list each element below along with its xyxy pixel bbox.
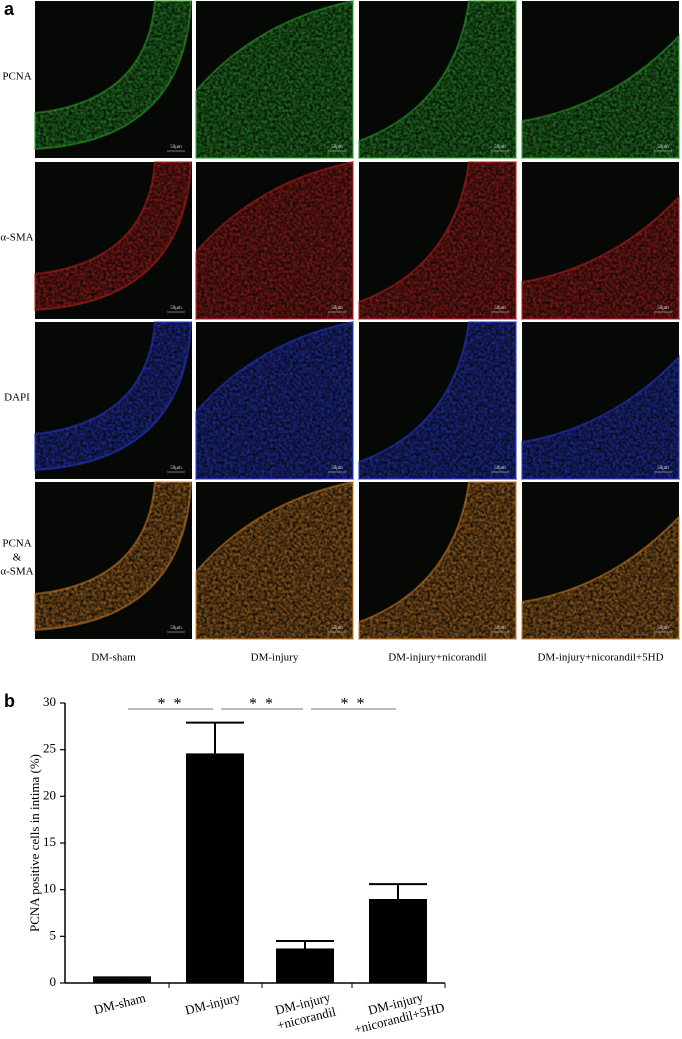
x-tick-label: DM-sham xyxy=(92,990,147,1017)
image-grid: PCNA 50μm 50μm 50μm 50μm α-SMA 50μm 50μm 50μm 50μ… xyxy=(0,0,680,664)
scale-bar-label: 50μm xyxy=(331,626,343,631)
scale-bar-label: 50μm xyxy=(170,466,182,471)
scale-bar-label: 50μm xyxy=(494,626,506,631)
micrograph: 50μm xyxy=(195,160,354,320)
row-label: PCNA xyxy=(2,71,31,83)
micrograph: 50μm xyxy=(521,1,680,159)
micrograph: 50μm xyxy=(358,161,517,320)
micrograph: 50μm xyxy=(195,480,354,640)
x-tick-label: DM-injury xyxy=(183,989,242,1017)
significance-label: * * xyxy=(341,696,367,713)
x-tick-label-group: DM-sham xyxy=(92,990,147,1017)
micrograph: 50μm xyxy=(521,322,680,480)
scale-bar-label: 50μm xyxy=(494,306,506,311)
bar xyxy=(93,978,151,983)
scale-bar-label: 50μm xyxy=(331,306,343,311)
scale-bar-label: 50μm xyxy=(170,626,182,631)
panel-label: b xyxy=(4,691,15,711)
scale-bar-label: 50μm xyxy=(657,626,669,631)
significance-label: * * xyxy=(158,696,184,713)
row-label: & xyxy=(13,552,22,564)
x-tick-label-group: DM-injury xyxy=(183,989,242,1017)
scale-bar-label: 50μm xyxy=(494,466,506,471)
micrograph: 50μm xyxy=(195,320,354,480)
bar xyxy=(369,899,427,983)
x-tick-label-group: DM-injury+nicorandil xyxy=(272,989,338,1033)
scale-bar-label: 50μm xyxy=(331,145,343,150)
bar xyxy=(276,948,334,983)
micrograph: 50μm xyxy=(34,161,193,319)
column-label: DM-injury+nicorandil+5HD xyxy=(537,652,663,664)
error-bar xyxy=(369,883,427,899)
row-label: α-SMA xyxy=(0,232,33,244)
y-tick-label: 0 xyxy=(50,974,57,989)
micrograph: 50μm xyxy=(521,482,680,640)
scale-bar-label: 50μm xyxy=(494,145,506,150)
y-tick-label: 30 xyxy=(43,694,56,709)
micrograph: 50μm xyxy=(34,481,193,639)
micrograph: 50μm xyxy=(521,162,680,320)
scale-bar-label: 50μm xyxy=(657,466,669,471)
y-axis-label: PCNA positive cells in intima (%) xyxy=(27,754,42,932)
micrograph: 50μm xyxy=(34,321,193,479)
column-label: DM-injury xyxy=(251,652,299,664)
x-tick-label-group: DM-injury+nicorandil+5HD xyxy=(349,985,446,1037)
error-bar xyxy=(276,940,334,949)
error-bar xyxy=(186,721,244,754)
micrograph: 50μm xyxy=(34,0,193,158)
column-label: DM-sham xyxy=(91,652,136,664)
micrograph: 50μm xyxy=(358,481,517,640)
micrograph: 50μm xyxy=(358,321,517,480)
micrograph: 50μm xyxy=(358,0,517,159)
row-label: PCNA xyxy=(2,538,31,550)
column-label: DM-injury+nicorandil xyxy=(388,652,486,664)
scale-bar-label: 50μm xyxy=(657,145,669,150)
bar xyxy=(186,753,244,983)
scale-bar-label: 50μm xyxy=(657,306,669,311)
row-label: DAPI xyxy=(4,392,30,404)
scale-bar-label: 50μm xyxy=(170,306,182,311)
bar-chart: b PCNA positive cells in intima (%) 0 5 10… xyxy=(4,691,446,1037)
y-tick-label: 25 xyxy=(43,741,56,756)
y-tick-label: 5 xyxy=(50,927,57,942)
error-bar xyxy=(93,976,151,979)
y-tick-label: 10 xyxy=(43,881,56,896)
micrograph: 50μm xyxy=(195,0,354,159)
scale-bar-label: 50μm xyxy=(170,145,182,150)
scale-bar-label: 50μm xyxy=(331,466,343,471)
row-label: α-SMA xyxy=(0,566,33,578)
panel-label: a xyxy=(4,0,15,19)
significance-label: * * xyxy=(249,696,275,713)
y-tick-label: 15 xyxy=(43,834,56,849)
y-tick-label: 20 xyxy=(43,787,56,802)
